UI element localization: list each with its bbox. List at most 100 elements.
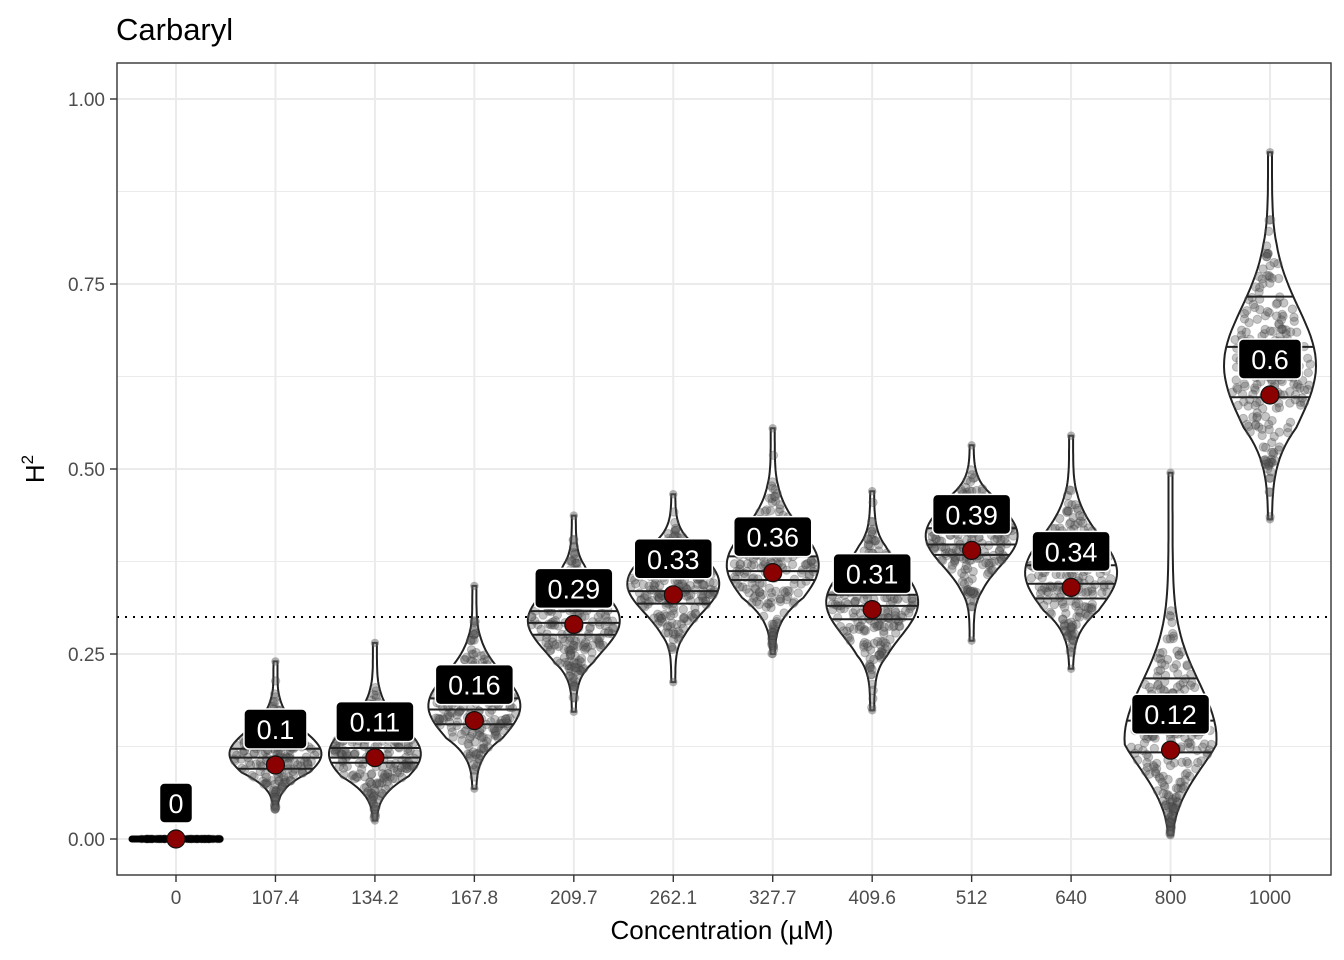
data-point (347, 771, 357, 781)
data-point (569, 684, 579, 695)
data-point (359, 772, 370, 782)
data-point (1303, 368, 1314, 378)
data-point (679, 612, 689, 623)
data-point (273, 776, 284, 786)
data-point (197, 834, 207, 844)
data-point (460, 726, 470, 737)
data-point (268, 787, 278, 797)
data-point (348, 770, 359, 780)
data-point (569, 707, 579, 716)
data-point (554, 641, 564, 652)
data-point (666, 642, 677, 652)
data-point (378, 772, 389, 783)
data-point (183, 834, 192, 844)
data-point (476, 744, 486, 754)
data-point (570, 558, 581, 568)
data-point (152, 834, 161, 844)
data-point (564, 661, 575, 671)
data-point (676, 619, 687, 629)
median-label-0: 0 (158, 782, 194, 824)
data-point (274, 776, 285, 786)
data-point (482, 736, 492, 746)
data-point (1242, 419, 1252, 429)
data-point (1157, 658, 1167, 669)
data-point (779, 608, 789, 618)
data-point (377, 778, 387, 788)
data-point (1081, 588, 1091, 598)
x-tick-label: 134.2 (351, 888, 399, 909)
y-tick-label: 0.00 (68, 830, 105, 851)
data-point (868, 693, 878, 704)
data-point (663, 621, 673, 631)
data-point (374, 778, 385, 788)
data-point (266, 776, 277, 786)
median-label-text: 0.31 (846, 560, 899, 590)
data-point (366, 770, 376, 780)
data-point (793, 588, 803, 598)
data-point (578, 641, 589, 652)
data-point (775, 504, 785, 514)
data-point (978, 560, 988, 570)
data-point (565, 671, 575, 681)
data-point (1068, 513, 1079, 523)
data-point (470, 621, 480, 631)
data-point (1250, 400, 1260, 410)
x-tick-label: 409.6 (848, 888, 896, 909)
data-point (1177, 647, 1187, 657)
data-point (565, 636, 575, 646)
data-point (966, 586, 976, 596)
median-point (265, 755, 286, 775)
median-label-text: 0.16 (448, 671, 501, 701)
median-label-text: 0.33 (647, 545, 700, 575)
data-point (271, 657, 280, 666)
data-point (767, 633, 777, 644)
data-point (443, 710, 453, 720)
data-point (465, 731, 476, 742)
data-point (667, 618, 677, 628)
data-point (573, 663, 583, 673)
data-point (402, 764, 412, 774)
data-point (768, 622, 779, 632)
data-point (467, 635, 478, 645)
data-point (1166, 831, 1175, 840)
data-point (470, 628, 481, 639)
data-point (1260, 455, 1271, 465)
data-point (560, 636, 570, 646)
data-point (1165, 634, 1176, 644)
data-point (880, 638, 890, 648)
data-point (355, 769, 365, 779)
data-point (1206, 739, 1217, 750)
data-point (1166, 468, 1175, 477)
data-point (573, 670, 584, 680)
data-point (675, 628, 685, 639)
data-point (387, 774, 398, 784)
data-point (1255, 282, 1265, 293)
data-point (447, 727, 457, 737)
data-point (653, 591, 663, 602)
data-point (594, 638, 604, 648)
data-point (570, 682, 580, 692)
data-point (569, 541, 579, 551)
data-point (1097, 588, 1107, 598)
data-point (477, 732, 487, 743)
plot-panel: 0 0.1 0.11 0.16 0.29 0.33 0.36 0.31 0.39 0.34 0.12… (116, 62, 1332, 876)
data-point (1281, 325, 1291, 335)
data-point (742, 558, 753, 569)
data-point (274, 787, 284, 797)
data-point (775, 594, 785, 604)
data-point (489, 725, 500, 735)
data-point (564, 663, 574, 674)
data-point (678, 623, 688, 633)
median-label-512: 0.39 (931, 493, 1012, 536)
median-label-text: 0.1 (257, 715, 295, 745)
data-point (672, 619, 682, 630)
data-point (767, 630, 777, 641)
data-point (1158, 788, 1168, 799)
x-tick-label: 262.1 (649, 888, 697, 909)
data-point (555, 658, 565, 668)
median-point (663, 585, 683, 605)
data-point (389, 763, 399, 773)
data-point (607, 629, 617, 639)
data-point (862, 639, 872, 649)
data-point (565, 645, 575, 655)
